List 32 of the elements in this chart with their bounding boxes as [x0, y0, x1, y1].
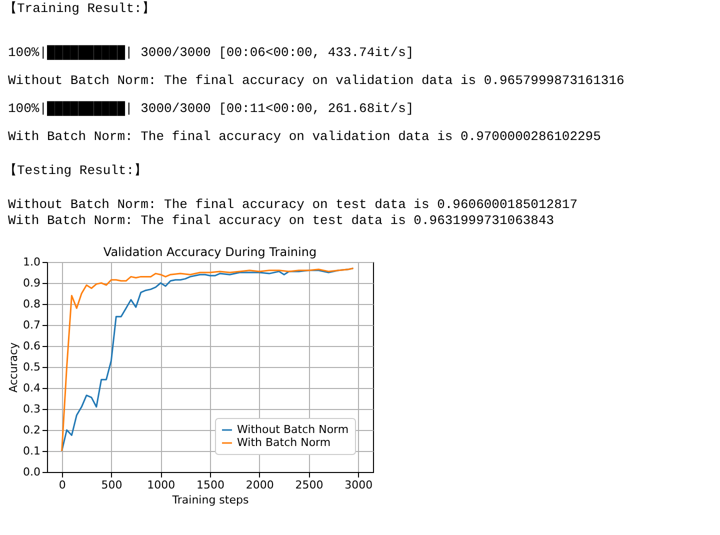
- text: 100%|██████████| 3000/3000 [00:11<00:00, 261.68it/s]: [8, 101, 414, 116]
- y-tick-label: 1.0: [23, 256, 40, 268]
- y-tick-label: 0.4: [23, 382, 40, 394]
- line-series: [61, 268, 354, 452]
- text: With Batch Norm: The final accuracy on validation data is 0.9700000286102295: [8, 129, 601, 144]
- x-axis-title: Training steps: [171, 494, 249, 506]
- x-tick-label: 500: [101, 478, 122, 492]
- text: 100%|██████████| 3000/3000 [00:06<00:00, 433.74it/s]: [8, 45, 414, 60]
- y-tick-label: 0.2: [23, 424, 40, 436]
- x-tick-label: 1500: [196, 478, 224, 492]
- legend-label: With Batch Norm: [237, 436, 331, 449]
- y-tick-label: 0.0: [23, 466, 40, 478]
- chart-title: Validation Accuracy During Training: [103, 245, 317, 259]
- x-tick-label: 2500: [295, 478, 324, 492]
- y-tick-label: 0.5: [23, 360, 40, 374]
- y-tick-label: 0.1: [23, 444, 40, 458]
- y-tick-label: 0.9: [23, 276, 40, 290]
- x-tick-label: 0: [58, 478, 66, 492]
- x-tick-label: 1000: [147, 478, 176, 492]
- y-tick-label: 0.7: [23, 318, 40, 332]
- x-tick-label: 2000: [246, 478, 274, 492]
- y-tick-label: 0.3: [23, 402, 40, 416]
- y-tick-label: 0.8: [23, 298, 40, 310]
- text: With Batch Norm: The final accuracy on test data is 0.9631999731063843: [8, 213, 554, 228]
- legend-label: Without Batch Norm: [237, 423, 349, 436]
- text: Without Batch Norm: The final accuracy on validation data is 0.9657999873161316: [8, 73, 624, 88]
- text: 【Testing Result:】: [4, 163, 148, 178]
- text: 【Training Result:】: [4, 1, 155, 16]
- y-axis-title: Accuracy: [7, 342, 20, 393]
- x-tick-label: 3000: [344, 478, 373, 492]
- y-tick-label: 0.6: [23, 340, 40, 352]
- text: Without Batch Norm: The final accuracy on test data is 0.9606000185012817: [8, 197, 578, 212]
